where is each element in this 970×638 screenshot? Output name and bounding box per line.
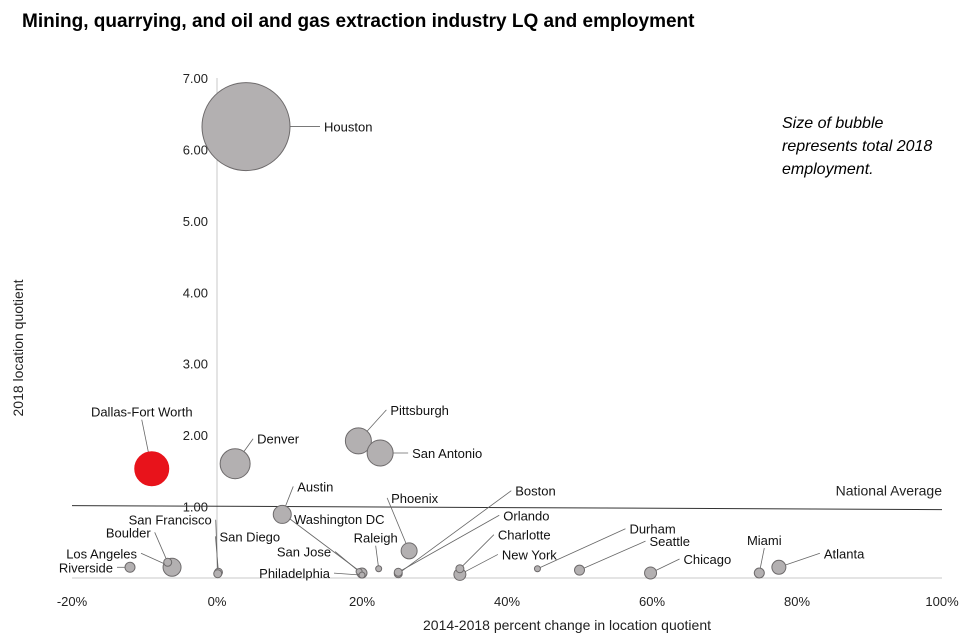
leader-seattle (579, 540, 646, 571)
national-average-line: National Average (71, 483, 943, 511)
y-tick-label: 7.00 (183, 71, 208, 86)
bubble-chicago (644, 566, 658, 580)
label-austin: Austin (297, 479, 333, 494)
bubble-san-antonio (366, 439, 394, 467)
leader-san-francisco (215, 519, 219, 574)
leader-new-york (459, 554, 499, 575)
label-raleigh: Raleigh (354, 531, 398, 546)
y-tick-label: 5.00 (183, 214, 208, 229)
label-los-angeles: Los Angeles (66, 546, 137, 561)
label-san-antonio: San Antonio (412, 446, 482, 461)
y-tick-label: 6.00 (183, 142, 208, 157)
label-riverside: Riverside (59, 560, 113, 575)
x-tick-label: 20% (349, 594, 375, 609)
national-average-reference-line (71, 505, 943, 511)
leader-raleigh (375, 545, 380, 569)
label-durham: Durham (629, 522, 675, 537)
label-philadelphia: Philadelphia (259, 566, 331, 581)
bubble-phoenix (400, 542, 418, 560)
bubble-seattle (574, 564, 585, 576)
label-san-jose: San Jose (277, 545, 331, 560)
label-boston: Boston (515, 484, 555, 499)
bubble-denver (219, 448, 251, 480)
x-tick-label: 40% (494, 594, 520, 609)
bubble-charlotte (455, 564, 465, 574)
bubble-size-note: Size of bubble represents total 2018 emp… (782, 112, 962, 181)
leader-boulder (154, 532, 169, 563)
label-phoenix: Phoenix (391, 491, 438, 506)
y-tick-label: 3.00 (183, 357, 208, 372)
bubble-durham (533, 565, 541, 573)
x-tick-label: -20% (57, 594, 88, 609)
label-miami: Miami (747, 533, 782, 548)
y-tick-label: 2.00 (183, 428, 208, 443)
axes: -20% 0% 20% 40% 60% 80% 100% 1.00 2.00 3.00 4.00 5.… (10, 71, 959, 633)
bubble-orlando (393, 567, 403, 577)
bubble-riverside (124, 561, 136, 573)
note-line-1: Size of bubble (782, 115, 884, 132)
leader-durham (537, 528, 626, 570)
note-line-2: represents total 2018 (782, 138, 933, 155)
leader-san-jose (334, 551, 360, 572)
label-dallas-fort-worth: Dallas-Fort Worth (91, 405, 193, 420)
bubble-austin (272, 504, 292, 524)
bubbles (124, 82, 787, 581)
x-tick-label: 60% (639, 594, 665, 609)
bubble-miami (753, 567, 765, 579)
x-axis-title: 2014-2018 percent change in location quo… (423, 617, 711, 633)
label-seattle: Seattle (650, 534, 690, 549)
bubble-boulder (163, 557, 173, 567)
label-orlando: Orlando (503, 508, 549, 523)
label-washington-dc: Washington DC (294, 512, 385, 527)
bubble-pittsburgh (344, 427, 372, 455)
bubble-labels: Houston Dallas-Fort Worth Denver Pittsburgh… (59, 120, 865, 582)
label-houston: Houston (324, 120, 372, 135)
label-atlanta: Atlanta (824, 546, 865, 561)
label-boulder: Boulder (106, 525, 151, 540)
label-san-francisco: San Francisco (129, 513, 212, 528)
x-tick-label: 100% (925, 594, 959, 609)
label-charlotte: Charlotte (498, 528, 551, 543)
x-tick-label: 0% (208, 594, 227, 609)
bubble-raleigh (375, 565, 383, 573)
bubble-san-francisco (213, 569, 223, 579)
bubble-houston (201, 82, 291, 172)
national-average-label: National Average (836, 483, 943, 499)
x-tick-label: 80% (784, 594, 810, 609)
chart-title: Mining, quarrying, and oil and gas extra… (22, 11, 695, 32)
bubble-dallas-fort-worth (134, 451, 170, 487)
bubble-philadelphia (358, 571, 366, 579)
leader-orlando (398, 514, 500, 573)
y-tick-label: 4.00 (183, 285, 208, 300)
note-line-3: employment. (782, 161, 874, 178)
label-new-york: New York (502, 547, 557, 562)
bubble-atlanta (771, 559, 787, 575)
label-denver: Denver (257, 432, 300, 447)
leader-charlotte (459, 534, 495, 569)
leader-boston (398, 490, 512, 575)
label-pittsburgh: Pittsburgh (390, 403, 449, 418)
label-san-diego: San Diego (219, 529, 280, 544)
leader-phoenix (386, 497, 410, 552)
label-chicago: Chicago (684, 552, 732, 567)
y-tick-label: 1.00 (183, 500, 208, 515)
y-axis-title: 2018 location quotient (10, 279, 26, 416)
